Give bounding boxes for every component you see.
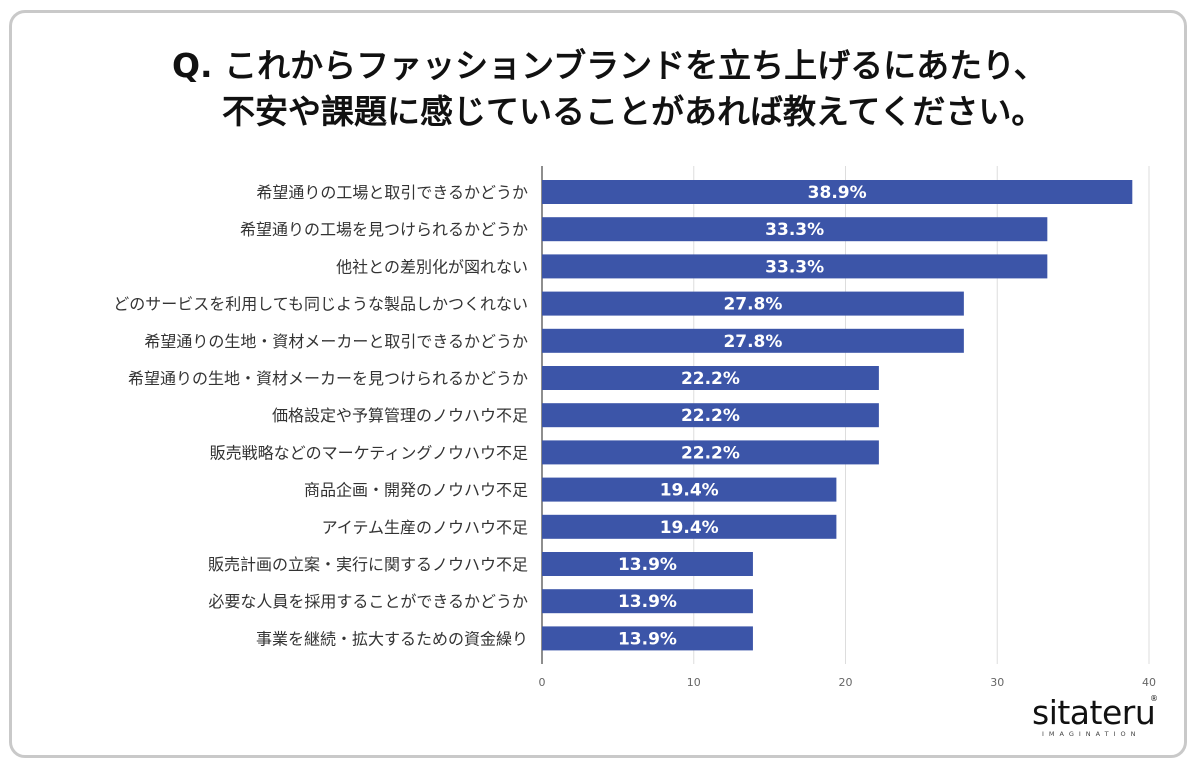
x-tick-label: 20 <box>839 676 853 689</box>
category-labels: 希望通りの工場と取引できるかどうか希望通りの工場を見つけられるかどうか他社との差… <box>113 183 528 648</box>
category-label: アイテム生産のノウハウ不足 <box>322 518 528 537</box>
bars: 38.9% 33.3% 33.3% 27.8% 27.8% 22.2% 22.2% 22.2%… <box>542 180 1133 651</box>
bar-value-label: 13.9% <box>618 555 677 575</box>
category-label: 価格設定や予算管理のノウハウ不足 <box>272 406 528 425</box>
sitateru-logo: sitateru ® IMAGINATION <box>1032 693 1162 740</box>
bar-value-label: 33.3% <box>765 257 824 277</box>
registered-mark: ® <box>1150 694 1158 703</box>
logo-wordmark: sitateru <box>1032 693 1156 732</box>
bar <box>542 589 753 614</box>
category-label: 事業を継続・拡大するための資金繰り <box>256 629 528 648</box>
category-label: 他社との差別化が図れない <box>336 257 528 276</box>
bar-value-label: 19.4% <box>660 481 719 501</box>
bar <box>542 291 964 316</box>
category-label: 希望通りの工場を見つけられるかどうか <box>240 220 528 239</box>
bar <box>542 217 1048 242</box>
bar-value-label: 38.9% <box>808 183 867 203</box>
bar-value-label: 22.2% <box>681 406 740 426</box>
chart-title-line-2: 不安や課題に感じていることがあれば教えてください。 <box>222 92 1045 131</box>
bar <box>542 552 753 576</box>
bar <box>542 477 837 502</box>
bar <box>542 328 964 353</box>
category-label: 希望通りの工場と取引できるかどうか <box>256 183 528 202</box>
logo-tagline: IMAGINATION <box>1042 730 1141 738</box>
x-tick-label: 10 <box>687 676 701 689</box>
bar-value-label: 27.8% <box>723 332 782 352</box>
bar <box>542 254 1048 279</box>
x-axis-ticks: 0 10 20 30 40 <box>539 676 1157 689</box>
bar <box>542 626 753 651</box>
bar <box>542 403 879 428</box>
category-label: 商品企画・開発のノウハウ不足 <box>304 481 528 500</box>
category-label: どのサービスを利用しても同じような製品しかつくれない <box>113 295 528 314</box>
chart-title-line-1: Q. これからファッションブランドを立ち上げるにあたり、 <box>172 46 1047 85</box>
bar-value-label: 33.3% <box>765 220 824 240</box>
bar <box>542 514 837 539</box>
bar-value-label: 22.2% <box>681 369 740 389</box>
x-tick-label: 40 <box>1142 676 1156 689</box>
bar-value-label: 27.8% <box>723 295 782 315</box>
category-label: 販売計画の立案・実行に関するノウハウ不足 <box>208 555 528 574</box>
category-label: 必要な人員を採用することができるかどうか <box>208 592 528 611</box>
x-tick-label: 30 <box>990 676 1004 689</box>
bar <box>542 366 879 390</box>
category-label: 販売戦略などのマーケティングノウハウ不足 <box>210 443 528 462</box>
category-label: 希望通りの生地・資材メーカーと取引できるかどうか <box>144 332 528 351</box>
bar-value-label: 22.2% <box>681 443 740 463</box>
bar <box>542 440 879 465</box>
category-label: 希望通りの生地・資材メーカーを見つけられるかどうか <box>128 369 528 388</box>
bar-value-label: 13.9% <box>618 629 677 649</box>
bar-value-label: 13.9% <box>618 592 677 612</box>
bar <box>542 180 1133 204</box>
bar-value-label: 19.4% <box>660 518 719 538</box>
x-tick-label: 0 <box>539 676 546 689</box>
